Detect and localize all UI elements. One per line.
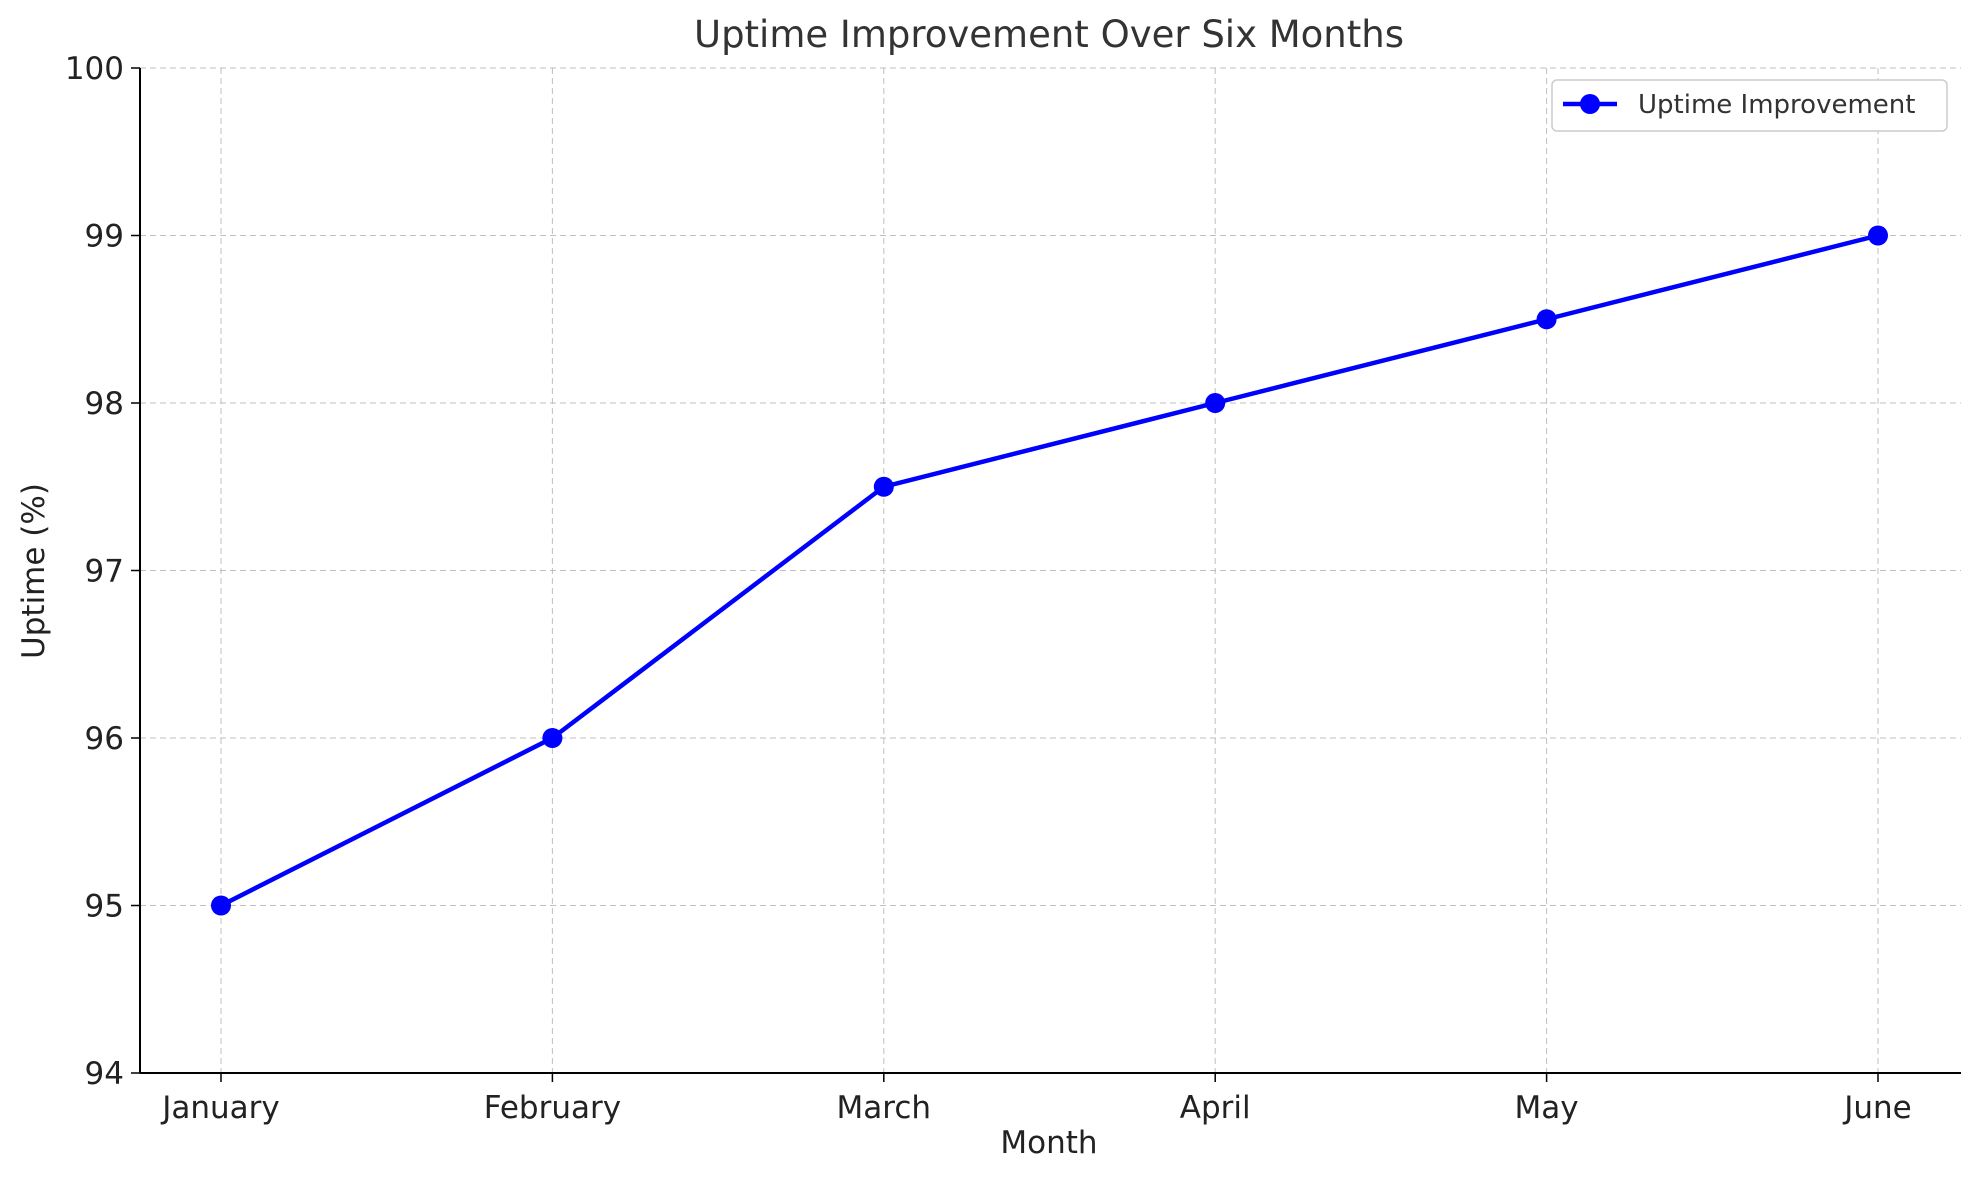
y-tick-label: 97 xyxy=(85,554,124,590)
legend-series-label: Uptime Improvement xyxy=(1638,90,1915,120)
data-point xyxy=(211,895,231,916)
series-line xyxy=(219,233,1879,908)
x-tick-label: February xyxy=(484,1090,621,1126)
x-tick-label: January xyxy=(160,1090,280,1126)
tick-labels: 94 95 96 97 98 99 100 January February March April… xyxy=(65,51,1912,1126)
y-tick-label: 95 xyxy=(85,889,124,925)
y-tick-label: 99 xyxy=(85,219,124,255)
axes xyxy=(131,67,1961,1082)
chart-title: Uptime Improvement Over Six Months xyxy=(694,13,1404,56)
x-axis-label: Month xyxy=(1000,1125,1097,1161)
data-point xyxy=(1205,393,1226,413)
x-tick-label: June xyxy=(1842,1090,1912,1126)
legend-series-marker xyxy=(1580,94,1600,114)
data-point xyxy=(1536,309,1557,330)
y-tick-label: 98 xyxy=(85,386,124,422)
x-tick-label: March xyxy=(837,1090,932,1126)
y-tick-label: 100 xyxy=(65,51,124,87)
grid-lines xyxy=(140,67,1961,1073)
series-layer xyxy=(211,225,1888,916)
data-point xyxy=(873,476,894,497)
data-point xyxy=(1868,225,1888,246)
y-axis-label: Uptime (%) xyxy=(16,483,52,659)
data-point xyxy=(542,728,563,748)
legend-box xyxy=(1551,79,1948,132)
legend: Uptime Improvement xyxy=(1551,79,1948,132)
y-tick-label: 96 xyxy=(85,721,124,757)
x-tick-label: April xyxy=(1180,1090,1251,1126)
x-tick-label: May xyxy=(1515,1090,1579,1126)
y-tick-label: 94 xyxy=(85,1056,124,1092)
